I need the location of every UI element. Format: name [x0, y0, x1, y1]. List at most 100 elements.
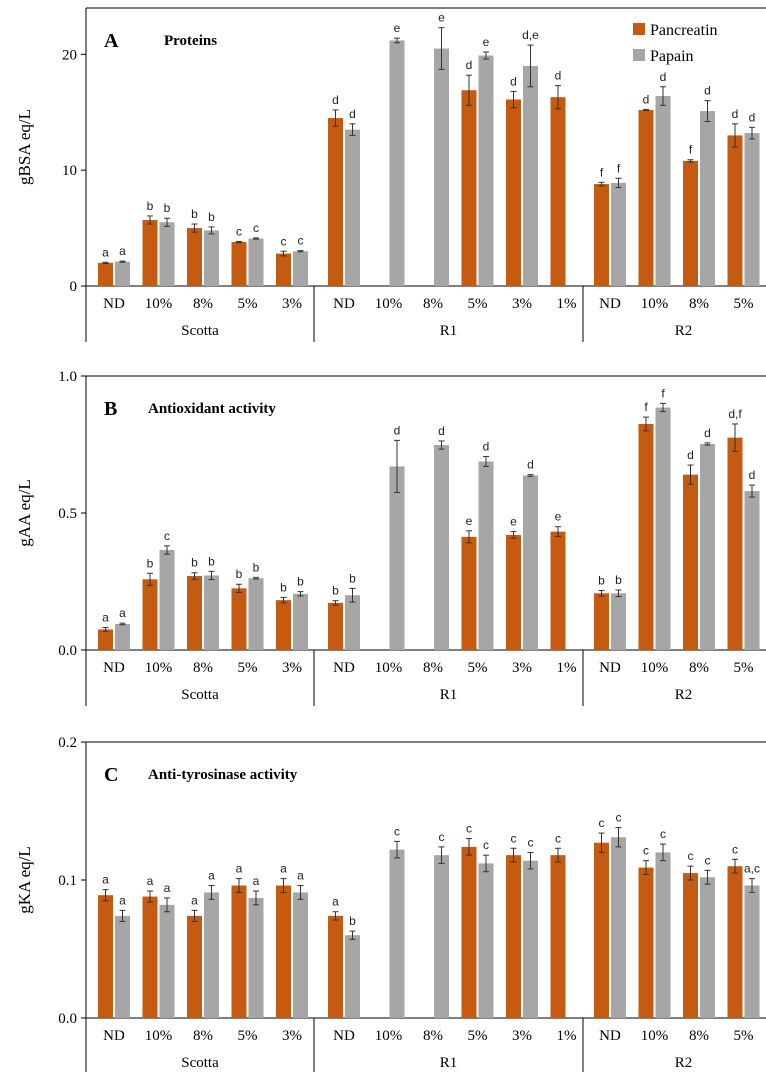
category-label: 3%	[512, 296, 532, 312]
panel-title: Proteins	[164, 33, 217, 49]
significance-letter: b	[191, 207, 198, 221]
significance-letter: b	[297, 575, 304, 589]
significance-letter: d	[704, 426, 711, 440]
bar-papain	[248, 897, 264, 1018]
significance-letter: c	[660, 827, 666, 841]
significance-letter: d	[555, 69, 562, 83]
significance-letter: c	[483, 838, 489, 852]
significance-letter: c	[466, 822, 472, 836]
bar-papain	[345, 129, 360, 286]
bar-pancreatin	[328, 602, 343, 650]
significance-letter: c	[643, 844, 649, 858]
y-tick-label: 0.5	[58, 506, 77, 522]
significance-letter: a	[102, 611, 109, 625]
y-tick-label: 0.2	[58, 735, 77, 751]
bar-papain	[611, 593, 626, 650]
bar-papain	[700, 443, 715, 650]
category-label: 5%	[238, 1028, 258, 1044]
significance-letter: e	[555, 510, 562, 524]
significance-letter: c	[732, 842, 738, 856]
significance-letter: c	[298, 234, 304, 248]
significance-letter: f	[600, 165, 604, 179]
category-label: ND	[599, 660, 621, 676]
bar-pancreatin	[187, 915, 202, 1018]
significance-letter: e	[394, 21, 401, 35]
category-label: 1%	[557, 296, 577, 312]
significance-letter: a	[253, 874, 260, 888]
bar-pancreatin	[276, 600, 291, 650]
group-label: R2	[675, 687, 693, 703]
significance-letter: b	[349, 571, 356, 585]
category-label: ND	[599, 1028, 621, 1044]
category-label: 8%	[423, 660, 443, 676]
bar-papain	[204, 575, 219, 650]
bar-pancreatin	[231, 588, 247, 650]
bar-papain	[655, 407, 671, 650]
significance-letter: c	[281, 234, 287, 248]
group-label: R2	[675, 1055, 693, 1071]
bar-pancreatin	[98, 262, 113, 286]
category-label: 5%	[734, 1028, 754, 1044]
bar-papain	[345, 935, 360, 1018]
significance-letter: d	[527, 458, 534, 472]
bar-pancreatin	[638, 109, 654, 286]
bar-papain	[478, 863, 494, 1018]
bar-papain	[655, 96, 671, 287]
significance-letter: f	[661, 386, 665, 400]
panel-title: Antioxidant activity	[148, 401, 276, 417]
bar-papain	[744, 491, 760, 650]
significance-letter: b	[236, 567, 243, 581]
significance-letter: c	[511, 831, 517, 845]
category-label: 3%	[512, 1028, 532, 1044]
category-label: 10%	[145, 296, 173, 312]
significance-letter: b	[147, 556, 154, 570]
bar-pancreatin	[276, 885, 291, 1018]
bar-pancreatin	[594, 593, 609, 650]
significance-letter: d	[704, 84, 711, 98]
significance-letter: a	[280, 862, 287, 876]
bar-pancreatin	[328, 915, 343, 1018]
category-label: 8%	[193, 660, 213, 676]
category-label: 10%	[641, 1028, 669, 1044]
bar-pancreatin	[727, 437, 743, 650]
y-tick-label: 0.1	[58, 873, 77, 889]
category-label: 3%	[282, 296, 302, 312]
category-label: 3%	[282, 660, 302, 676]
category-label: 10%	[145, 660, 173, 676]
panel-letter: B	[104, 398, 117, 420]
significance-letter: d	[510, 74, 517, 88]
significance-letter: c	[528, 835, 534, 849]
significance-letter: b	[164, 201, 171, 215]
y-axis-label: gBSA eq/L	[15, 109, 34, 185]
category-label: 8%	[423, 296, 443, 312]
category-label: 8%	[423, 1028, 443, 1044]
panel-letter: C	[104, 764, 118, 786]
bar-pancreatin	[550, 531, 566, 650]
significance-letter: a	[191, 893, 198, 907]
y-tick-label: 1.0	[58, 369, 77, 385]
significance-letter: d	[732, 107, 739, 121]
significance-letter: b	[191, 556, 198, 570]
significance-letter: c	[688, 849, 694, 863]
significance-letter: d	[349, 107, 356, 121]
category-label: 10%	[375, 1028, 403, 1044]
significance-letter: a	[208, 869, 215, 883]
significance-letter: a	[119, 244, 126, 258]
legend-label-papain: Papain	[650, 48, 694, 65]
bar-papain	[523, 475, 538, 650]
significance-letter: d	[394, 423, 401, 437]
significance-letter: d	[483, 440, 490, 454]
category-label: 10%	[641, 296, 669, 312]
bar-papain	[159, 904, 175, 1018]
significance-letter: c	[394, 824, 400, 838]
significance-letter: b	[349, 914, 356, 928]
significance-letter: c	[599, 816, 605, 830]
significance-letter: a	[119, 606, 126, 620]
group-label: R1	[440, 687, 458, 703]
bar-papain	[744, 133, 760, 286]
bar-papain	[655, 852, 671, 1018]
bar-pancreatin	[461, 846, 477, 1018]
bar-pancreatin	[727, 866, 743, 1018]
bar-pancreatin	[683, 474, 698, 650]
